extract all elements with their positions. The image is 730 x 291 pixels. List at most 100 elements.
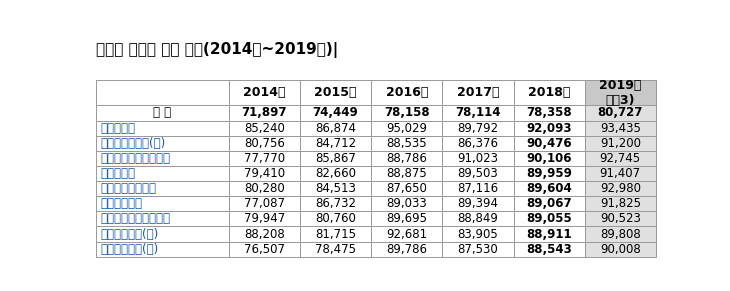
- Text: 80,756: 80,756: [244, 137, 285, 150]
- Text: 89,604: 89,604: [526, 182, 572, 195]
- Bar: [442, 105, 513, 120]
- Bar: [96, 166, 228, 181]
- Text: 85,240: 85,240: [244, 122, 285, 135]
- Bar: [300, 181, 371, 196]
- Text: 89,808: 89,808: [600, 228, 641, 241]
- Text: 2015년: 2015년: [315, 86, 357, 99]
- Text: 78,158: 78,158: [384, 107, 429, 120]
- Bar: [513, 166, 585, 181]
- Bar: [585, 151, 656, 166]
- Text: 84,513: 84,513: [315, 182, 356, 195]
- Bar: [96, 105, 228, 120]
- Text: 80,280: 80,280: [244, 182, 285, 195]
- Text: 92,745: 92,745: [600, 152, 641, 165]
- Bar: [585, 136, 656, 151]
- Text: 한국마사회: 한국마사회: [100, 122, 135, 135]
- Bar: [442, 226, 513, 242]
- Text: 89,959: 89,959: [526, 167, 572, 180]
- Bar: [371, 242, 442, 257]
- Text: 88,911: 88,911: [526, 228, 572, 241]
- Bar: [513, 196, 585, 211]
- Text: 92,980: 92,980: [600, 182, 641, 195]
- Bar: [371, 80, 442, 105]
- Text: 83,905: 83,905: [458, 228, 499, 241]
- Bar: [371, 226, 442, 242]
- Bar: [371, 196, 442, 211]
- Text: 2018년: 2018년: [528, 86, 570, 99]
- Bar: [228, 151, 300, 166]
- Bar: [442, 151, 513, 166]
- Bar: [371, 120, 442, 136]
- Bar: [228, 105, 300, 120]
- Bar: [96, 196, 228, 211]
- Bar: [96, 226, 228, 242]
- Text: 91,407: 91,407: [600, 167, 641, 180]
- Bar: [300, 211, 371, 226]
- Text: 77,770: 77,770: [244, 152, 285, 165]
- Bar: [96, 242, 228, 257]
- Bar: [442, 166, 513, 181]
- Text: 한국가스공사: 한국가스공사: [100, 197, 142, 210]
- Bar: [228, 226, 300, 242]
- Text: 82,660: 82,660: [315, 167, 356, 180]
- Bar: [228, 166, 300, 181]
- Text: 89,394: 89,394: [458, 197, 499, 210]
- Text: 89,033: 89,033: [386, 197, 427, 210]
- Bar: [96, 136, 228, 151]
- Bar: [585, 166, 656, 181]
- Bar: [228, 120, 300, 136]
- Bar: [300, 166, 371, 181]
- Text: 71,897: 71,897: [242, 107, 287, 120]
- Bar: [228, 211, 300, 226]
- Text: 91,200: 91,200: [600, 137, 641, 150]
- Bar: [442, 136, 513, 151]
- Text: 한국전력기술주식회사: 한국전력기술주식회사: [100, 152, 170, 165]
- Bar: [371, 166, 442, 181]
- Bar: [513, 120, 585, 136]
- Text: 2019년
예상3): 2019년 예상3): [599, 79, 642, 107]
- Bar: [585, 226, 656, 242]
- Bar: [228, 242, 300, 257]
- Text: 87,650: 87,650: [386, 182, 427, 195]
- Text: 78,114: 78,114: [456, 107, 501, 120]
- Text: 89,792: 89,792: [458, 122, 499, 135]
- Bar: [300, 80, 371, 105]
- Bar: [228, 181, 300, 196]
- Text: 88,535: 88,535: [386, 137, 427, 150]
- Bar: [513, 105, 585, 120]
- Bar: [371, 211, 442, 226]
- Bar: [585, 181, 656, 196]
- Bar: [228, 196, 300, 211]
- Text: 한국수력원자력(주): 한국수력원자력(주): [100, 137, 166, 150]
- Bar: [442, 211, 513, 226]
- Text: 평 균: 평 균: [153, 107, 172, 120]
- Bar: [371, 105, 442, 120]
- Bar: [442, 196, 513, 211]
- Text: 공기업 직원의 평균 연봉(2014년~2019년)|: 공기업 직원의 평균 연봉(2014년~2019년)|: [96, 42, 338, 58]
- Bar: [96, 211, 228, 226]
- Bar: [300, 136, 371, 151]
- Text: 79,410: 79,410: [244, 167, 285, 180]
- Bar: [300, 226, 371, 242]
- Text: 2017년: 2017년: [457, 86, 499, 99]
- Bar: [585, 120, 656, 136]
- Bar: [513, 80, 585, 105]
- Text: 86,376: 86,376: [458, 137, 499, 150]
- Text: 2014년: 2014년: [243, 86, 285, 99]
- Text: 90,106: 90,106: [526, 152, 572, 165]
- Text: 91,825: 91,825: [600, 197, 641, 210]
- Text: 89,055: 89,055: [526, 212, 572, 226]
- Text: 95,029: 95,029: [386, 122, 427, 135]
- Bar: [228, 80, 300, 105]
- Text: 88,543: 88,543: [526, 243, 572, 256]
- Text: 89,067: 89,067: [526, 197, 572, 210]
- Text: 88,208: 88,208: [244, 228, 285, 241]
- Text: 79,947: 79,947: [244, 212, 285, 226]
- Bar: [442, 242, 513, 257]
- Text: 90,523: 90,523: [600, 212, 641, 226]
- Text: 88,849: 88,849: [458, 212, 499, 226]
- Text: 86,732: 86,732: [315, 197, 356, 210]
- Text: 88,786: 88,786: [386, 152, 427, 165]
- Text: 2016년: 2016년: [385, 86, 428, 99]
- Bar: [300, 105, 371, 120]
